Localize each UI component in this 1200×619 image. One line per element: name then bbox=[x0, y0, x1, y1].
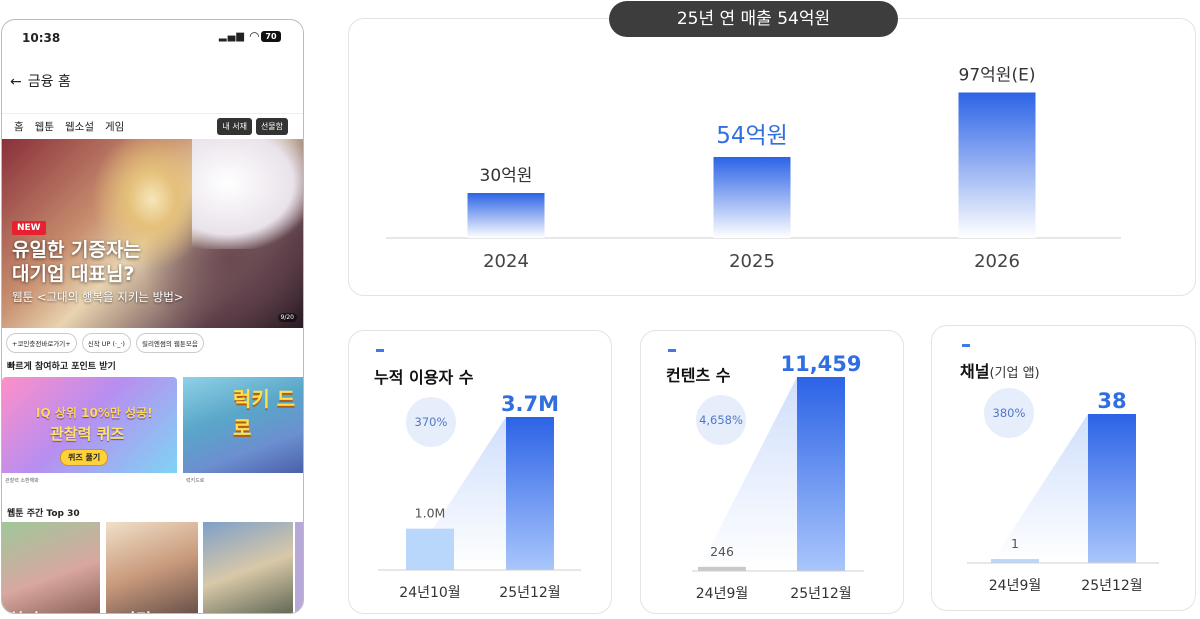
toon-thumbnail[interactable]: 치기 bbox=[2, 522, 100, 613]
users-growth-badge: 370% bbox=[406, 397, 456, 447]
hero-title: 유일한 기증자는 대기업 대표님? bbox=[12, 238, 141, 286]
revenue-value-label: 97억원(E) bbox=[958, 65, 1035, 85]
tab-home[interactable]: 홈 bbox=[14, 121, 24, 133]
period-label: 24년9월 bbox=[695, 586, 747, 602]
period-label: 25년12월 bbox=[499, 585, 560, 601]
new-bar bbox=[796, 376, 845, 571]
top30-heading: 웹툰 주간 Top 30 bbox=[7, 509, 80, 519]
chip-new[interactable]: 신작 UP (·_·) bbox=[81, 333, 131, 353]
channels-growth-badge: 380% bbox=[984, 388, 1034, 438]
event-cards: IQ 상위 10%만 성공! 관찰력 퀴즈 퀴즈 풀기 관찰력 소환해봐 럭키 … bbox=[2, 377, 303, 494]
period-label: 25년12월 bbox=[790, 586, 851, 602]
hero-title-line2: 대기업 대표님? bbox=[12, 263, 135, 285]
lucky-title: 럭키 드로 bbox=[233, 387, 296, 440]
users-title: 누적 이용자 수 bbox=[374, 368, 474, 387]
quiz-line2: 관찰력 퀴즈 bbox=[50, 425, 125, 443]
status-bar: 10:38 ▂▄▆ ◠ 70 bbox=[2, 20, 303, 54]
tab-webtoon[interactable]: 웹툰 bbox=[34, 121, 54, 133]
channels-title-main: 채널 bbox=[960, 362, 990, 381]
hero-artwork bbox=[192, 139, 303, 249]
back-arrow-icon[interactable]: ← bbox=[10, 74, 22, 90]
chip-row: +코인충전바로가기+ 신작 UP (·_·) 릴리엔썸의 웹툰모음 bbox=[6, 333, 204, 353]
revenue-year-label: 2024 bbox=[483, 251, 529, 272]
quick-points-heading: 빠르게 참여하고 포인트 받기 bbox=[7, 362, 116, 372]
lucky-artwork bbox=[183, 377, 303, 473]
tab-game[interactable]: 게임 bbox=[104, 121, 125, 133]
new-bar bbox=[1087, 413, 1136, 563]
lucky-caption: 럭키드로 bbox=[186, 478, 205, 484]
old-value-label: 1 bbox=[1011, 536, 1019, 551]
old-bar bbox=[697, 566, 746, 571]
users-chart: 1.0M 3.7M 24년10월 25년12월 bbox=[377, 392, 581, 601]
revenue-bar bbox=[713, 156, 790, 238]
revenue-chart: 30억원 2024 54억원 2025 97억원(E) 2026 bbox=[385, 65, 1121, 272]
hero-banner[interactable]: NEW 유일한 기증자는 대기업 대표님? 웹툰 <그대의 행복을 지키는 방법… bbox=[2, 139, 303, 328]
users-panel: 누적 이용자 수 370% 1.0M 3.7M 24년10월 25년12월 bbox=[348, 330, 612, 614]
gift-box-button[interactable]: 선물함 bbox=[255, 118, 288, 135]
lucky-draw-card[interactable]: 럭키 드로 럭키드로 bbox=[183, 377, 303, 494]
channels-title-suffix: (기업 앱) bbox=[989, 366, 1040, 381]
quiz-button[interactable]: 퀴즈 풀기 bbox=[60, 449, 109, 466]
hero-subtitle: 웹툰 <그대의 행복을 지키는 방법> bbox=[12, 290, 184, 304]
growth-shading bbox=[697, 376, 797, 571]
revenue-year-label: 2025 bbox=[729, 251, 775, 272]
revenue-headline: 25년 연 매출 54억원 bbox=[609, 1, 898, 37]
new-value-label: 11,459 bbox=[780, 352, 861, 376]
growth-shading bbox=[990, 413, 1088, 563]
app-bar-title: 금융 홈 bbox=[27, 74, 71, 90]
new-badge: NEW bbox=[12, 221, 46, 235]
quiz-line1: IQ 상위 10%만 성공! bbox=[36, 406, 153, 420]
contents-growth-badge: 4,658% bbox=[696, 395, 746, 445]
battery-icon: 70 bbox=[261, 31, 281, 42]
revenue-year-label: 2026 bbox=[974, 251, 1020, 272]
hero-title-line1: 유일한 기증자는 bbox=[12, 239, 141, 261]
revenue-panel: 30억원 2024 54억원 2025 97억원(E) 2026 bbox=[348, 18, 1196, 296]
old-bar bbox=[405, 528, 454, 570]
toon-thumbnail[interactable]: 지킨 bbox=[106, 522, 198, 613]
old-bar bbox=[990, 558, 1039, 563]
contents-panel: 컨텐츠 수 4,658% 246 11,459 24년9월 25년12월 bbox=[640, 330, 904, 614]
period-label: 24년10월 bbox=[399, 585, 460, 601]
toon-thumbnail[interactable] bbox=[295, 522, 303, 613]
quiz-caption: 관찰력 소환해봐 bbox=[5, 478, 39, 484]
channels-panel: 채널(기업 앱) 380% 1 38 24년9월 25년12월 bbox=[931, 325, 1196, 611]
revenue-bar bbox=[467, 192, 544, 238]
toon-title: 치기 bbox=[8, 606, 39, 613]
chip-collection[interactable]: 릴리엔썸의 웹툰모음 bbox=[135, 333, 204, 353]
old-value-label: 246 bbox=[710, 543, 734, 558]
toon-title: 지킨 bbox=[120, 606, 151, 613]
old-value-label: 1.0M bbox=[414, 505, 445, 520]
new-value-label: 38 bbox=[1097, 389, 1126, 413]
app-bar: ← 금융 홈 bbox=[10, 71, 71, 91]
accent-dash bbox=[962, 344, 970, 347]
tab-webnovel[interactable]: 웹소설 bbox=[65, 121, 94, 133]
revenue-value-label: 54억원 bbox=[716, 123, 788, 149]
wifi-icon: ◠ bbox=[249, 29, 259, 43]
revenue-bar bbox=[958, 92, 1035, 238]
revenue-value-label: 30억원 bbox=[479, 166, 532, 186]
period-label: 25년12월 bbox=[1081, 578, 1142, 594]
phone-mockup: 10:38 ▂▄▆ ◠ 70 ← 금융 홈 홈 웹툰 웹소설 게임 내 서재 선물… bbox=[1, 19, 304, 614]
new-bar bbox=[505, 416, 554, 570]
toon-thumbnail[interactable] bbox=[203, 522, 293, 613]
hero-pager: 9/20 bbox=[277, 313, 297, 322]
contents-title: 컨텐츠 수 bbox=[666, 366, 731, 385]
period-label: 24년9월 bbox=[988, 578, 1040, 594]
accent-dash bbox=[376, 349, 384, 352]
toon-list: 치기 지킨 bbox=[2, 522, 303, 613]
signal-icon: ▂▄▆ bbox=[218, 31, 245, 42]
new-value-label: 3.7M bbox=[500, 392, 558, 416]
channels-title: 채널(기업 앱) bbox=[960, 358, 1040, 382]
accent-dash bbox=[668, 349, 676, 352]
channels-chart: 1 38 24년9월 25년12월 bbox=[966, 389, 1159, 594]
nav-tabs: 홈 웹툰 웹소설 게임 내 서재 선물함 bbox=[2, 113, 303, 139]
library-button[interactable]: 내 서재 bbox=[217, 118, 252, 135]
contents-chart: 246 11,459 24년9월 25년12월 bbox=[691, 352, 864, 602]
chip-coin[interactable]: +코인충전바로가기+ bbox=[6, 333, 77, 353]
status-time: 10:38 bbox=[22, 31, 61, 45]
quiz-card[interactable]: IQ 상위 10%만 성공! 관찰력 퀴즈 퀴즈 풀기 관찰력 소환해봐 bbox=[2, 377, 177, 494]
